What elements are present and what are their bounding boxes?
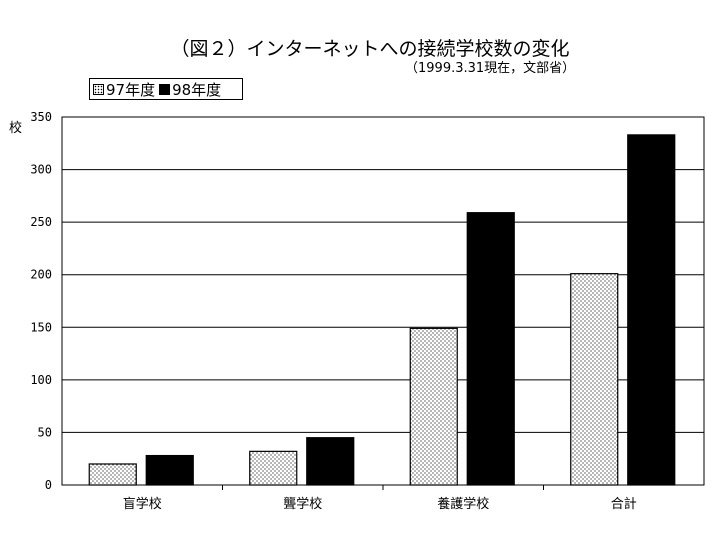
- bar-97-2: [409, 327, 458, 486]
- bar-98-0: [145, 454, 194, 486]
- x-category-label: 聾学校: [283, 496, 322, 512]
- legend: 97年度 98年度: [89, 78, 243, 100]
- y-tick-label: 300: [30, 163, 52, 177]
- bar-97-1: [249, 450, 298, 486]
- x-category-label: 養護学校: [437, 496, 489, 512]
- y-tick-label: 250: [30, 215, 52, 229]
- legend-swatch-98: [159, 83, 171, 95]
- chart-title: （図２）インターネットへの接続学校数の変化: [170, 38, 570, 60]
- legend-item-97: 97年度: [93, 79, 155, 100]
- bar-97-0: [88, 463, 137, 486]
- y-axis-ticks: 0 50 100 150 200 250 300 350: [30, 110, 52, 492]
- bar-98-1: [306, 437, 355, 486]
- y-tick-label: 150: [30, 320, 52, 334]
- y-axis-unit-label: 校: [9, 121, 23, 136]
- bars: [88, 134, 676, 486]
- legend-label-97: 97年度: [106, 80, 156, 99]
- legend-swatch-97: [93, 83, 104, 95]
- bar-97-3: [570, 273, 619, 486]
- x-category-label: 盲学校: [123, 496, 162, 512]
- y-tick-label: 100: [30, 373, 52, 387]
- x-category-label: 合計: [611, 496, 637, 512]
- chart-subtitle: （1999.3.31現在，文部省）: [405, 61, 576, 76]
- y-tick-label: 200: [30, 268, 52, 282]
- y-tick-label: 0: [45, 478, 52, 492]
- legend-label-98: 98年度: [172, 80, 222, 99]
- legend-item-98: 98年度: [159, 79, 221, 100]
- plot-frame: [61, 116, 705, 486]
- y-tick-label: 50: [38, 425, 52, 439]
- x-axis-categories: 盲学校 聾学校 養護学校 合計: [123, 485, 637, 512]
- bar-98-2: [466, 212, 515, 486]
- y-tick-label: 350: [30, 110, 52, 124]
- bar-98-3: [627, 134, 676, 486]
